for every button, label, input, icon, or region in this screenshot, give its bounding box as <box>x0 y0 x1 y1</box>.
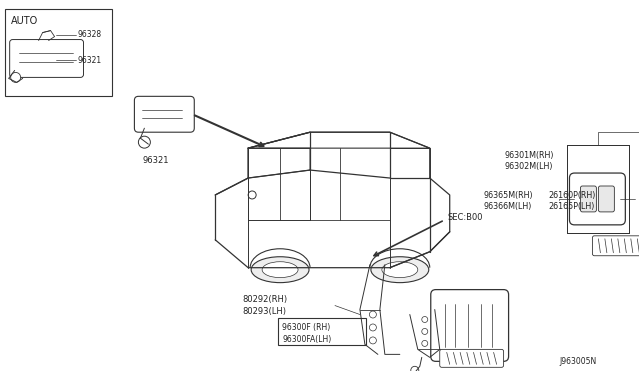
Text: J963005N: J963005N <box>559 357 596 366</box>
Text: 96300F (RH): 96300F (RH) <box>282 323 330 332</box>
FancyBboxPatch shape <box>440 349 504 367</box>
Text: 26160P(RH): 26160P(RH) <box>548 192 596 201</box>
Text: 80292(RH): 80292(RH) <box>242 295 287 304</box>
Text: 96301M(RH): 96301M(RH) <box>504 151 554 160</box>
Bar <box>278 318 366 346</box>
Text: SEC:B00: SEC:B00 <box>448 214 483 222</box>
Ellipse shape <box>371 257 429 283</box>
Text: 80293(LH): 80293(LH) <box>242 307 286 316</box>
Circle shape <box>138 136 150 148</box>
Circle shape <box>369 324 376 331</box>
Circle shape <box>248 191 256 199</box>
Ellipse shape <box>251 257 309 283</box>
FancyBboxPatch shape <box>10 39 83 77</box>
Circle shape <box>411 366 419 372</box>
Circle shape <box>422 328 428 334</box>
Text: 26165P(LH): 26165P(LH) <box>548 202 595 211</box>
Text: 96328: 96328 <box>77 30 102 39</box>
Circle shape <box>11 73 20 82</box>
Ellipse shape <box>382 262 418 278</box>
Text: AUTO: AUTO <box>11 16 38 26</box>
FancyBboxPatch shape <box>598 186 614 212</box>
FancyBboxPatch shape <box>580 186 596 212</box>
Bar <box>568 145 629 233</box>
Text: 96300FA(LH): 96300FA(LH) <box>282 335 332 344</box>
Circle shape <box>422 340 428 346</box>
FancyBboxPatch shape <box>570 173 625 225</box>
Bar <box>4 9 113 96</box>
Text: 96366M(LH): 96366M(LH) <box>484 202 532 211</box>
Circle shape <box>369 311 376 318</box>
Text: 96321: 96321 <box>77 56 102 65</box>
Circle shape <box>369 337 376 344</box>
Ellipse shape <box>262 262 298 278</box>
Bar <box>240 290 335 318</box>
FancyBboxPatch shape <box>431 290 509 361</box>
FancyBboxPatch shape <box>134 96 195 132</box>
Text: 96365M(RH): 96365M(RH) <box>484 192 533 201</box>
Circle shape <box>422 317 428 323</box>
Text: 96302M(LH): 96302M(LH) <box>504 161 553 171</box>
FancyBboxPatch shape <box>593 236 640 256</box>
Text: 96321: 96321 <box>142 155 169 164</box>
